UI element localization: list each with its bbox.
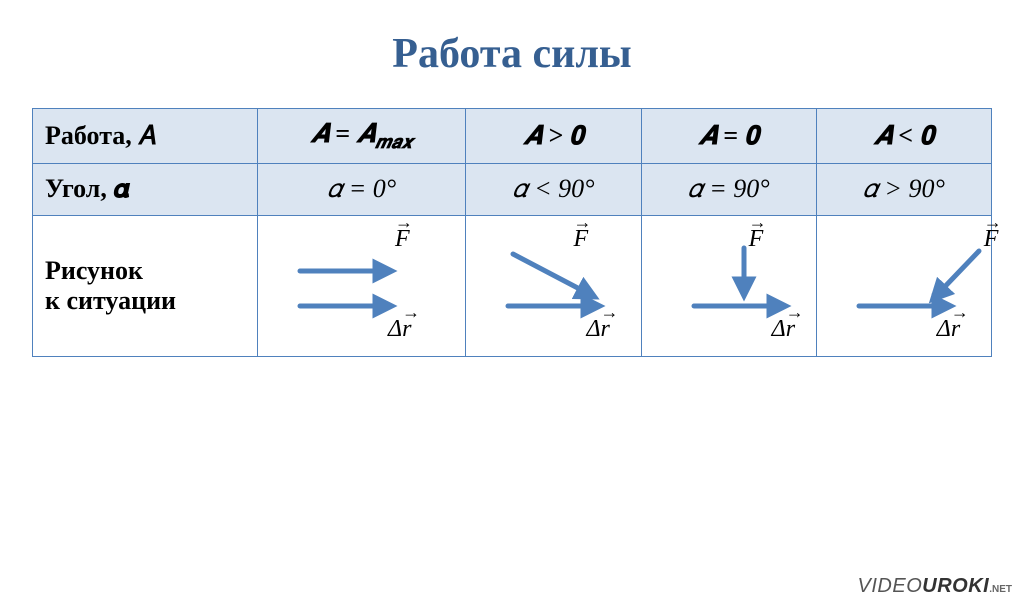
- row-angle: Угол, 𝜶 𝛼 = 0° 𝛼 < 90° 𝛼 = 90° 𝛼 > 90°: [33, 164, 992, 216]
- force-label: F: [984, 226, 999, 253]
- diagram-cell-2: F Δr: [641, 216, 816, 357]
- row-work-label: Работа, 𝐴: [33, 109, 258, 164]
- row-angle-cell-1: 𝛼 < 90°: [466, 164, 641, 216]
- row-diagram-label: Рисунок к ситуации: [33, 216, 258, 357]
- row-work-cell-1: 𝑨 > 𝟎: [466, 109, 641, 164]
- force-label: F: [749, 226, 764, 253]
- row-angle-cell-0: 𝛼 = 0°: [258, 164, 466, 216]
- force-label: F: [395, 226, 410, 253]
- row-work-cell-2: 𝑨 = 𝟎: [641, 109, 816, 164]
- displacement-label: Δr: [937, 316, 960, 343]
- watermark: VIDEOUROKI.NET: [858, 575, 1012, 598]
- force-label: F: [573, 226, 588, 253]
- diagram-cell-3: FΔr: [816, 216, 991, 357]
- force-diagram-icon: [270, 226, 460, 346]
- row-angle-cell-2: 𝛼 = 90°: [641, 164, 816, 216]
- row-work-cell-3: 𝑨 < 𝟎: [816, 109, 991, 164]
- row-angle-cell-3: 𝛼 > 90°: [816, 164, 991, 216]
- page-title: Работа силы: [0, 30, 1024, 78]
- displacement-label: Δr: [772, 316, 795, 343]
- row-work: Работа, 𝐴 𝑨 = 𝑨𝒎𝒂𝒙 𝑨 > 𝟎 𝑨 = 𝟎 𝑨 < 𝟎: [33, 109, 992, 164]
- diagram-cell-1: F Δr: [466, 216, 641, 357]
- row-diagram: Рисунок к ситуации FΔr FΔr FΔr FΔr: [33, 216, 992, 357]
- displacement-label: Δr: [586, 316, 609, 343]
- row-work-cell-0: 𝑨 = 𝑨𝒎𝒂𝒙: [258, 109, 466, 164]
- row-angle-label: Угол, 𝜶: [33, 164, 258, 216]
- displacement-label: Δr: [388, 316, 411, 343]
- diagram-cell-0: F Δr: [258, 216, 466, 357]
- work-table: Работа, 𝐴 𝑨 = 𝑨𝒎𝒂𝒙 𝑨 > 𝟎 𝑨 = 𝟎 𝑨 < 𝟎 Уго…: [32, 108, 992, 357]
